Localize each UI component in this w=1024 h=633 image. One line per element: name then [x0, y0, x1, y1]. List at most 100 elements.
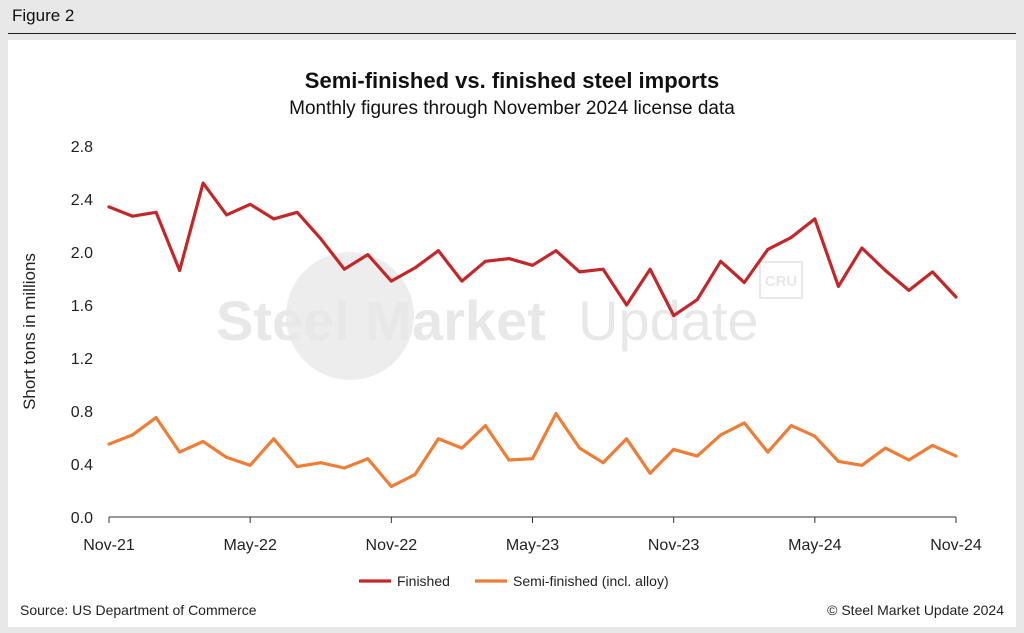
data-point — [884, 446, 887, 450]
y-axis-title: Short tons in millions — [20, 253, 39, 410]
data-point — [907, 289, 911, 292]
data-point — [201, 181, 205, 185]
series-line-semi-finished — [107, 412, 958, 489]
watermark-badge-text: CRU — [765, 273, 798, 290]
data-point — [389, 279, 393, 283]
data-point — [154, 416, 158, 419]
chart-title: Semi-finished vs. finished steel imports — [304, 68, 720, 93]
x-tick-label: May-22 — [223, 537, 276, 554]
data-point — [342, 466, 346, 470]
data-point — [154, 210, 158, 214]
data-point — [507, 257, 511, 260]
x-tick-label: Nov-24 — [930, 537, 982, 554]
data-point — [742, 421, 746, 425]
data-point — [719, 433, 723, 437]
data-point — [695, 298, 699, 302]
data-point — [389, 485, 393, 488]
data-point — [531, 457, 534, 461]
data-point — [107, 442, 111, 446]
data-point — [554, 249, 558, 253]
data-point — [695, 454, 699, 458]
data-point — [366, 457, 370, 461]
data-point — [907, 458, 911, 462]
data-point — [813, 217, 817, 221]
data-point — [954, 454, 958, 458]
data-point — [884, 269, 887, 272]
x-tick-label: Nov-23 — [648, 537, 700, 554]
data-point — [789, 424, 793, 427]
data-point — [413, 266, 417, 270]
data-point — [578, 446, 581, 450]
data-point — [860, 246, 864, 250]
data-point — [437, 249, 440, 253]
data-point — [484, 259, 487, 263]
data-point — [766, 248, 770, 251]
data-point — [295, 465, 299, 468]
data-point — [554, 412, 558, 415]
data-point — [601, 267, 605, 271]
line-chart: Steel Market Update CRU 0.0 0.4 0.8 1.2 1.6 2… — [20, 139, 982, 589]
data-point — [860, 463, 864, 467]
x-tick-label: May-24 — [788, 537, 841, 554]
y-tick-label: 2.0 — [71, 245, 93, 262]
data-point — [837, 460, 840, 463]
y-tick-label: 0.8 — [71, 404, 93, 421]
y-tick-label: 2.8 — [71, 139, 93, 156]
chart-panel: Steel Market Update CRU 0.0 0.4 0.8 1.2 1.6 2… — [8, 40, 1016, 627]
data-point — [342, 267, 346, 271]
figure-divider — [8, 33, 1016, 34]
data-point — [813, 434, 817, 438]
x-tick-label: Nov-22 — [366, 537, 418, 554]
data-point — [672, 448, 676, 451]
data-point — [319, 461, 323, 465]
watermark-text-light: Update — [578, 289, 759, 352]
axes-group: 0.0 0.4 0.8 1.2 1.6 2.0 2.4 2.8 Nov-21 May-22 Nov-… — [20, 139, 982, 554]
data-point — [648, 471, 652, 475]
data-point — [225, 456, 229, 459]
data-point — [248, 463, 252, 467]
data-point — [295, 210, 299, 214]
watermark-text-bold: Steel Market — [216, 289, 546, 352]
data-point — [460, 446, 464, 450]
y-tick-label: 0.4 — [71, 457, 93, 474]
figure-label: Figure 2 — [12, 6, 75, 25]
data-point — [131, 214, 134, 218]
y-tick-label: 1.6 — [71, 298, 93, 315]
data-point — [131, 433, 134, 437]
data-point — [766, 450, 770, 454]
data-point — [507, 458, 511, 462]
data-point — [437, 437, 440, 441]
x-tick-label: Nov-21 — [83, 537, 135, 554]
data-point — [931, 270, 934, 274]
legend-label-finished: Finished — [397, 573, 450, 589]
y-tick-label: 1.2 — [71, 351, 93, 368]
data-point — [578, 270, 581, 274]
data-point — [178, 269, 182, 272]
data-point — [272, 217, 276, 221]
data-point — [931, 444, 934, 447]
data-point — [248, 202, 252, 206]
data-point — [272, 437, 276, 441]
data-point — [837, 285, 840, 288]
data-point — [625, 303, 628, 307]
watermark: Steel Market Update CRU — [216, 252, 803, 380]
data-point — [648, 267, 652, 271]
y-tick-label: 0.0 — [71, 510, 93, 527]
data-point — [178, 450, 182, 454]
data-point — [719, 259, 723, 263]
data-point — [366, 253, 370, 256]
source-note: Source: US Department of Commerce — [20, 602, 257, 618]
data-point — [413, 473, 417, 476]
watermark-globe-icon — [286, 252, 414, 380]
data-point — [672, 314, 676, 317]
legend: Finished Semi-finished (incl. alloy) — [359, 573, 669, 589]
copyright-note: © Steel Market Update 2024 — [827, 602, 1004, 618]
data-point — [601, 461, 605, 465]
watermark-badge-frame — [759, 261, 803, 299]
data-point — [460, 279, 464, 283]
data-point — [201, 440, 205, 443]
chart-subtitle: Monthly figures through November 2024 li… — [289, 98, 735, 119]
data-point — [107, 205, 111, 209]
data-point — [531, 263, 534, 267]
data-point — [625, 437, 628, 441]
